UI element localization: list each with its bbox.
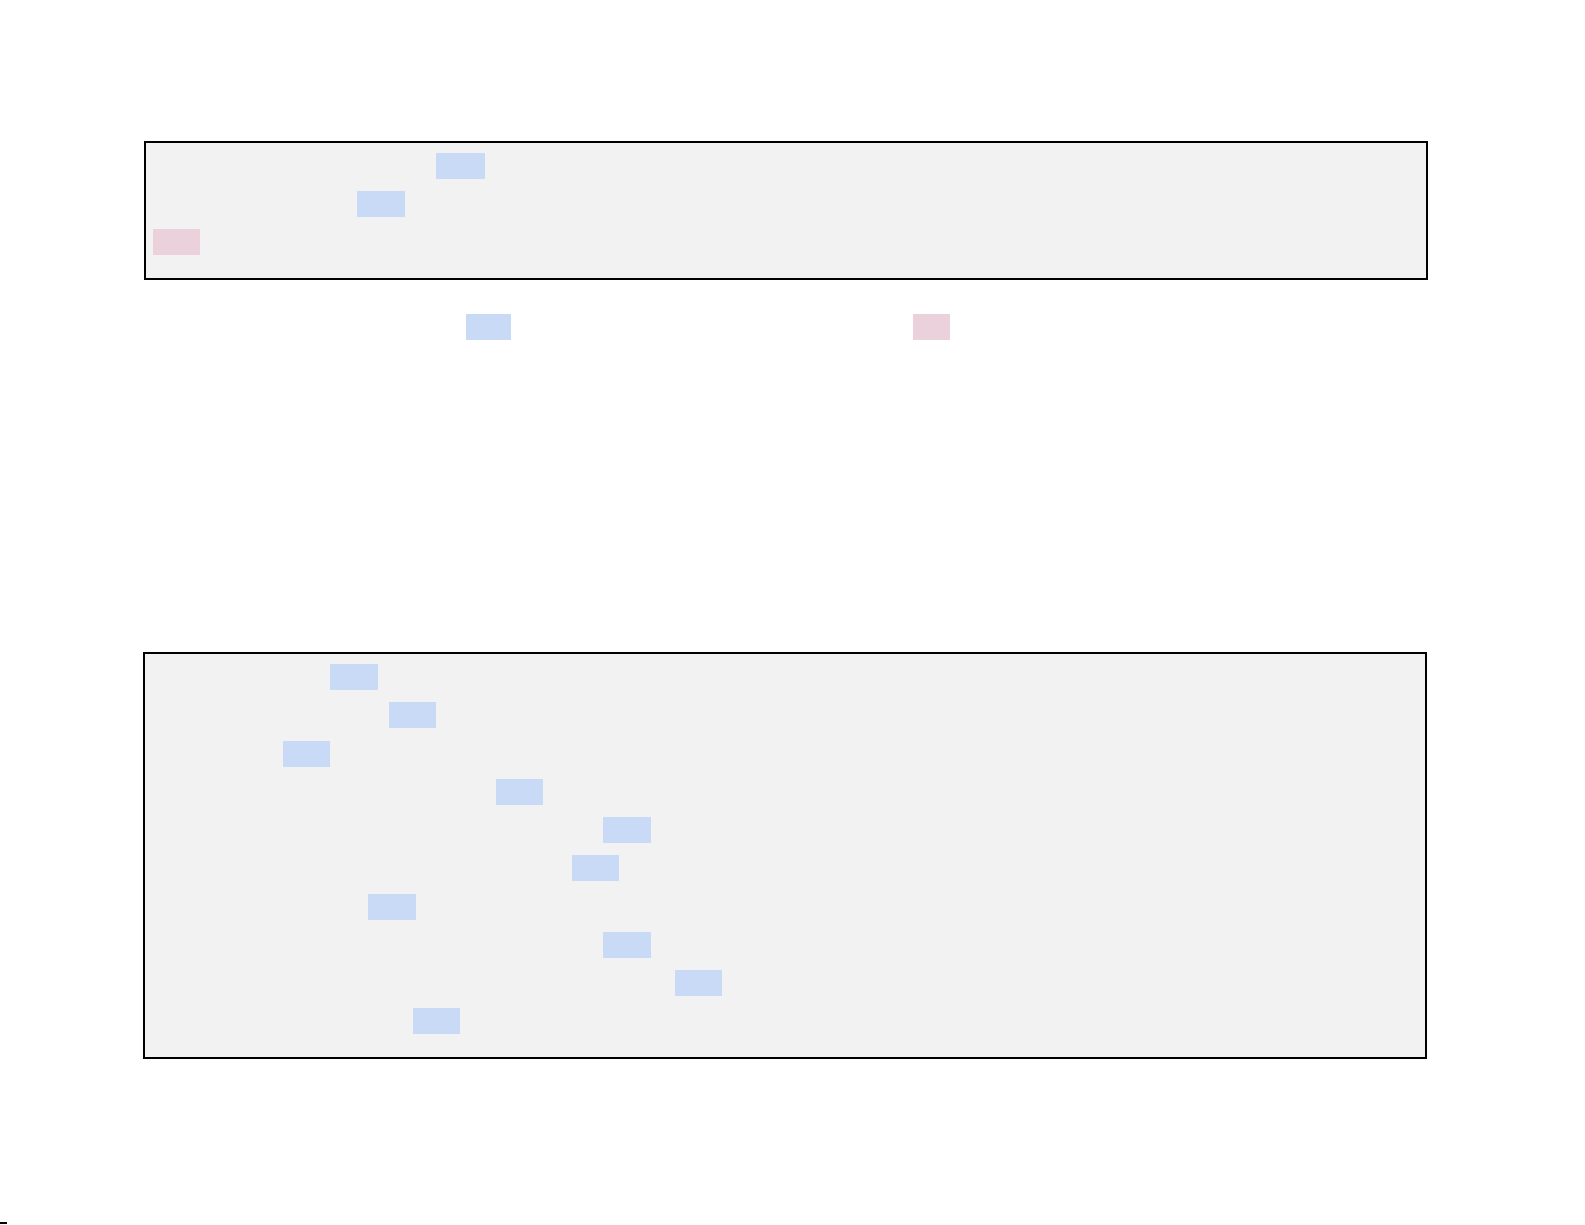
bottom-panel [143,652,1427,1059]
highlight-blue [283,741,330,767]
highlight-blue [389,702,436,728]
highlight-blue [603,932,651,958]
highlight-blue [357,191,405,217]
highlight-blue [413,1008,460,1034]
highlight-blue [368,894,416,920]
highlight-blue [436,153,485,179]
corner-mark [0,1222,7,1224]
highlight-blue [496,779,543,805]
highlight-blue [675,970,722,996]
top-panel [144,141,1428,280]
highlight-blue [466,314,511,340]
highlight-pink [153,229,200,255]
highlight-blue [572,855,619,881]
highlight-pink [913,314,950,340]
highlight-blue [603,817,651,843]
highlight-blue [330,664,378,690]
